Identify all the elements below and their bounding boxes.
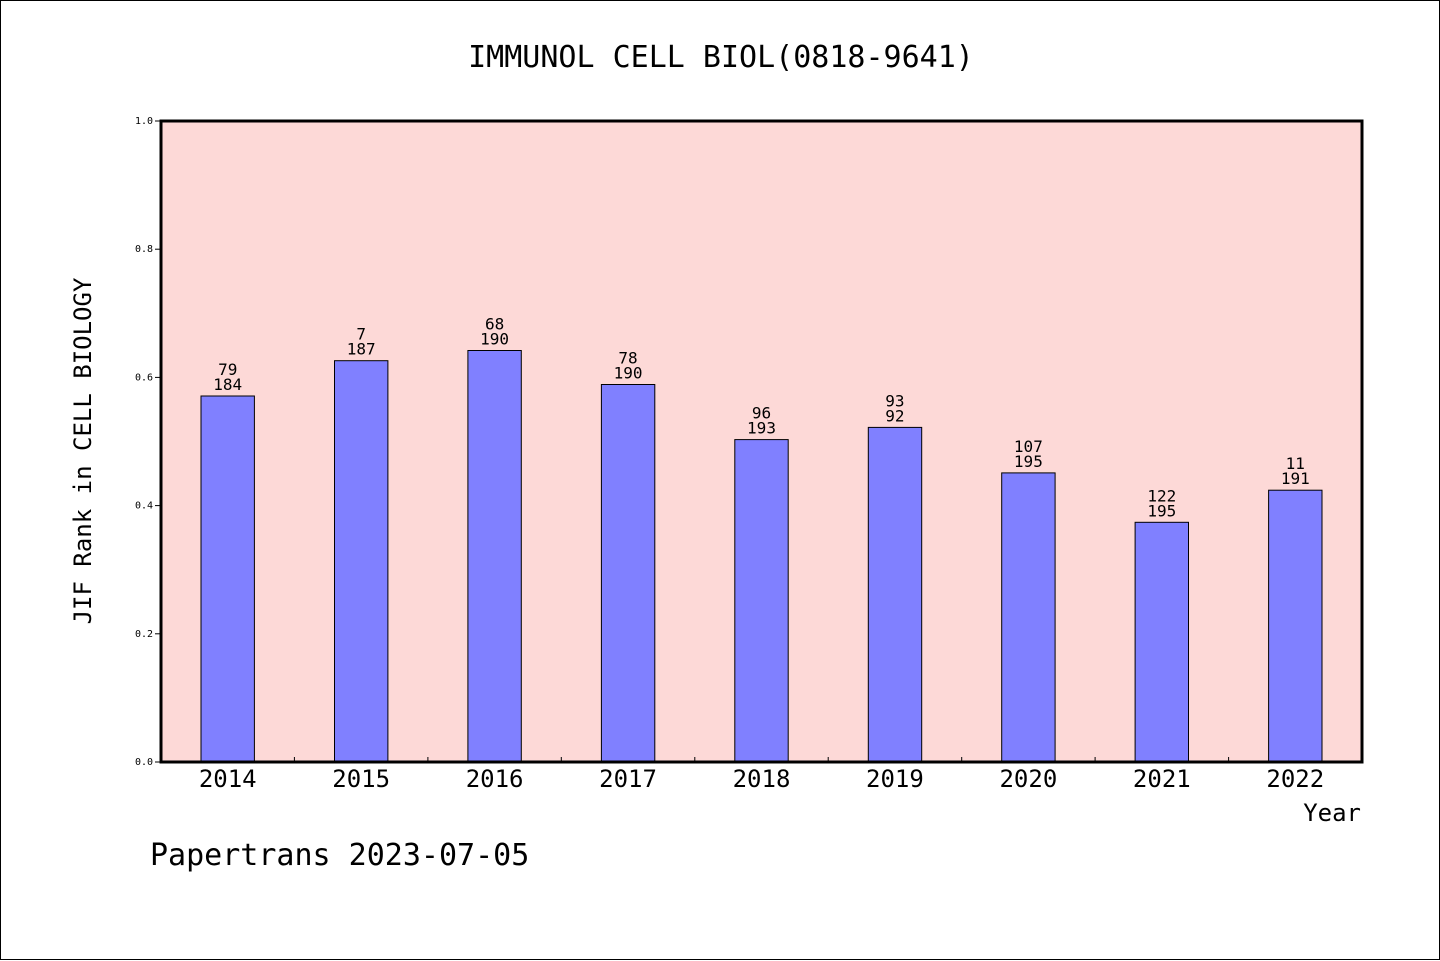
plot-border <box>159 119 1364 764</box>
footer-watermark: Papertrans 2023-07-05 <box>150 838 529 873</box>
y-tick-label: 1.0 <box>135 116 153 127</box>
bar-label-rank: 107 <box>1014 437 1043 456</box>
x-tick-label: 2017 <box>599 765 657 793</box>
bar-label-rank: 7 <box>356 325 366 344</box>
x-tick-label: 2015 <box>332 765 390 793</box>
bar-2014 <box>200 395 255 763</box>
x-tick-label: 2019 <box>866 765 924 793</box>
y-tick-label: 0.4 <box>135 501 153 512</box>
bar-label-total: 187 <box>347 340 376 359</box>
bar-2020 <box>1001 472 1056 763</box>
bar-2018 <box>734 439 789 763</box>
bar-label-rank: 93 <box>885 391 904 410</box>
bars-layer: 7918471876819078190961939392107195122195… <box>200 314 1323 763</box>
bar-label-total: 184 <box>213 375 242 394</box>
bar-2022 <box>1268 489 1323 763</box>
bar-label-rank: 78 <box>618 348 637 367</box>
bar-label-total: 195 <box>1147 501 1176 520</box>
bar-label-total: 190 <box>614 363 643 382</box>
bar-2017 <box>600 384 656 763</box>
bar-2016 <box>467 350 522 763</box>
bar-2015 <box>334 360 389 763</box>
ticks-layer: 2014 2015 2016 2017 2018 2019 2020 2021 2022 0.0 0… <box>135 116 1324 793</box>
bar-label-total: 190 <box>480 329 509 348</box>
chart-title: IMMUNOL CELL BIOL(0818-9641) <box>468 40 974 75</box>
x-tick-label: 2022 <box>1266 765 1324 793</box>
y-axis-label: JIF Rank in CELL BIOLOGY <box>69 277 97 624</box>
x-tick-label: 2021 <box>1133 765 1191 793</box>
bar-label-rank: 11 <box>1286 454 1305 473</box>
x-tick-label: 2018 <box>733 765 791 793</box>
y-tick-label: 0.2 <box>135 629 153 640</box>
y-tick-label: 0.0 <box>135 757 153 768</box>
bar-label-total: 193 <box>747 419 776 438</box>
x-axis-label: Year <box>1303 799 1361 827</box>
x-tick-label: 2020 <box>999 765 1057 793</box>
x-tick-label: 2014 <box>199 765 257 793</box>
x-tick-label: 2016 <box>466 765 524 793</box>
bar-2021 <box>1134 521 1189 763</box>
bar-label-total: 191 <box>1281 469 1310 488</box>
bar-label-rank: 96 <box>752 404 771 423</box>
bar-label-total: 92 <box>885 406 904 425</box>
bar-label-rank: 79 <box>218 360 237 379</box>
bar-2019 <box>867 426 923 763</box>
bar-label-rank: 122 <box>1147 486 1176 505</box>
y-tick-label: 0.8 <box>135 244 153 255</box>
bar-label-total: 195 <box>1014 452 1043 471</box>
bar-label-rank: 68 <box>485 314 504 333</box>
y-tick-label: 0.6 <box>135 372 153 383</box>
